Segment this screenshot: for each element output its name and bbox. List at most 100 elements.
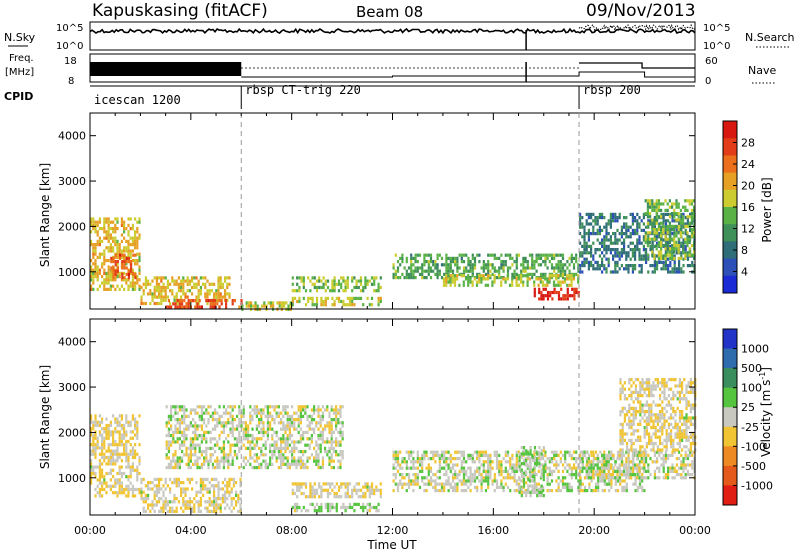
range-gate-cell	[614, 270, 617, 274]
range-gate-cell	[235, 500, 238, 504]
range-gate-cell	[484, 277, 487, 281]
range-gate-cell	[599, 479, 602, 483]
range-gate-cell	[138, 265, 141, 269]
range-gate-cell	[458, 457, 461, 461]
range-gate-cell	[340, 285, 343, 290]
range-gate-cell	[610, 485, 613, 489]
range-gate-cell	[348, 495, 352, 499]
range-gate-cell	[109, 449, 112, 453]
range-gate-cell	[101, 452, 104, 456]
range-gate-cell	[396, 469, 400, 473]
range-gate-cell	[189, 453, 192, 457]
range-gate-cell	[262, 459, 265, 463]
range-gate-cell	[112, 468, 115, 472]
range-gate-cell	[118, 436, 121, 440]
range-gate-cell	[542, 294, 545, 298]
range-gate-cell	[127, 260, 130, 264]
range-gate-cell	[134, 449, 137, 453]
range-gate-cell	[476, 272, 479, 276]
range-gate-cell	[515, 466, 518, 470]
range-gate-cell	[581, 463, 584, 467]
range-gate-cell	[172, 453, 175, 457]
range-gate-cell	[136, 468, 139, 472]
range-gate-cell	[239, 477, 242, 481]
nsearch-label: N.Search	[745, 31, 795, 44]
range-gate-cell	[112, 430, 115, 434]
range-gate-cell	[377, 285, 380, 290]
range-gate-cell	[594, 251, 597, 255]
range-gate-cell	[227, 453, 230, 457]
range-gate-cell	[134, 284, 137, 288]
range-gate-cell	[590, 248, 593, 252]
range-gate-cell	[513, 466, 516, 470]
range-gate-cell	[96, 491, 99, 495]
range-gate-cell	[324, 446, 327, 450]
range-gate-cell	[579, 251, 582, 255]
range-gate-cell	[572, 450, 576, 454]
range-gate-cell	[304, 405, 307, 409]
range-gate-cell	[487, 460, 490, 464]
range-gate-cell	[612, 241, 615, 245]
range-gate-cell	[575, 256, 578, 260]
range-gate-cell	[566, 287, 569, 291]
range-gate-cell	[158, 500, 161, 504]
range-gate-cell	[603, 476, 606, 480]
range-gate-cell	[304, 485, 308, 489]
range-gate-cell	[332, 466, 335, 470]
range-gate-cell	[638, 216, 641, 220]
range-gate-cell	[518, 468, 521, 472]
range-gate-cell	[486, 277, 490, 281]
range-gate-cell	[188, 282, 191, 286]
range-gate-cell	[509, 253, 512, 257]
range-gate-cell	[202, 484, 205, 488]
range-gate-cell	[609, 225, 612, 229]
range-gate-cell	[244, 437, 247, 441]
range-gate-cell	[330, 434, 333, 438]
range-gate-cell	[217, 276, 220, 280]
range-gate-cell	[621, 469, 624, 473]
range-gate-cell	[184, 295, 187, 299]
range-gate-cell	[480, 489, 483, 493]
range-gate-cell	[623, 222, 626, 226]
range-gate-cell	[262, 421, 265, 425]
range-gate-cell	[173, 497, 176, 501]
range-gate-cell	[94, 252, 97, 256]
range-gate-cell	[226, 503, 229, 507]
range-gate-cell	[605, 453, 609, 457]
range-gate-cell	[590, 473, 593, 477]
range-gate-cell	[524, 469, 527, 473]
range-gate-cell	[333, 303, 336, 307]
range-gate-cell	[304, 466, 307, 470]
range-gate-cell	[341, 421, 344, 425]
range-gate-cell	[267, 301, 270, 305]
range-gate-cell	[214, 299, 217, 303]
range-gate-cell	[533, 479, 536, 483]
range-gate-cell	[511, 469, 514, 473]
range-gate-cell	[620, 228, 623, 232]
range-gate-cell	[484, 450, 488, 454]
range-gate-cell	[601, 469, 604, 473]
range-gate-cell	[258, 456, 261, 460]
range-gate-cell	[255, 405, 258, 409]
range-gate-cell	[186, 276, 189, 280]
range-gate-cell	[123, 287, 126, 291]
range-gate-cell	[340, 276, 343, 280]
range-gate-cell	[527, 465, 530, 469]
range-gate-cell	[346, 485, 349, 489]
range-gate-cell	[291, 450, 294, 454]
range-gate-cell	[462, 482, 466, 486]
range-gate-cell	[311, 495, 314, 499]
range-gate-cell	[597, 479, 600, 483]
range-gate-cell	[320, 299, 323, 304]
range-gate-cell	[306, 443, 309, 447]
range-gate-cell	[531, 473, 534, 477]
range-gate-cell	[193, 285, 196, 290]
range-gate-cell	[434, 263, 437, 267]
range-gate-cell	[125, 266, 128, 270]
range-gate-cell	[550, 469, 554, 473]
range-gate-cell	[116, 269, 119, 273]
range-gate-cell	[451, 479, 455, 483]
range-gate-cell	[537, 263, 540, 267]
range-gate-cell	[513, 473, 516, 477]
range-gate-cell	[666, 208, 669, 212]
